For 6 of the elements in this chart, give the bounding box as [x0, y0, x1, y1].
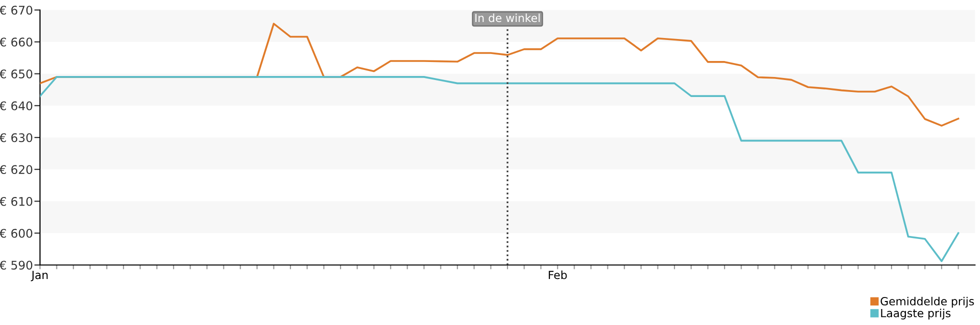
- x-tick-label: Jan: [30, 270, 48, 282]
- ref-line-label: In de winkel: [475, 14, 540, 22]
- line-series: [40, 76, 960, 262]
- legend-label: Gemiddelde prijs: [880, 296, 974, 308]
- legend-label: Laagste prijs: [881, 308, 950, 320]
- x-tick-label: Feb: [548, 270, 567, 280]
